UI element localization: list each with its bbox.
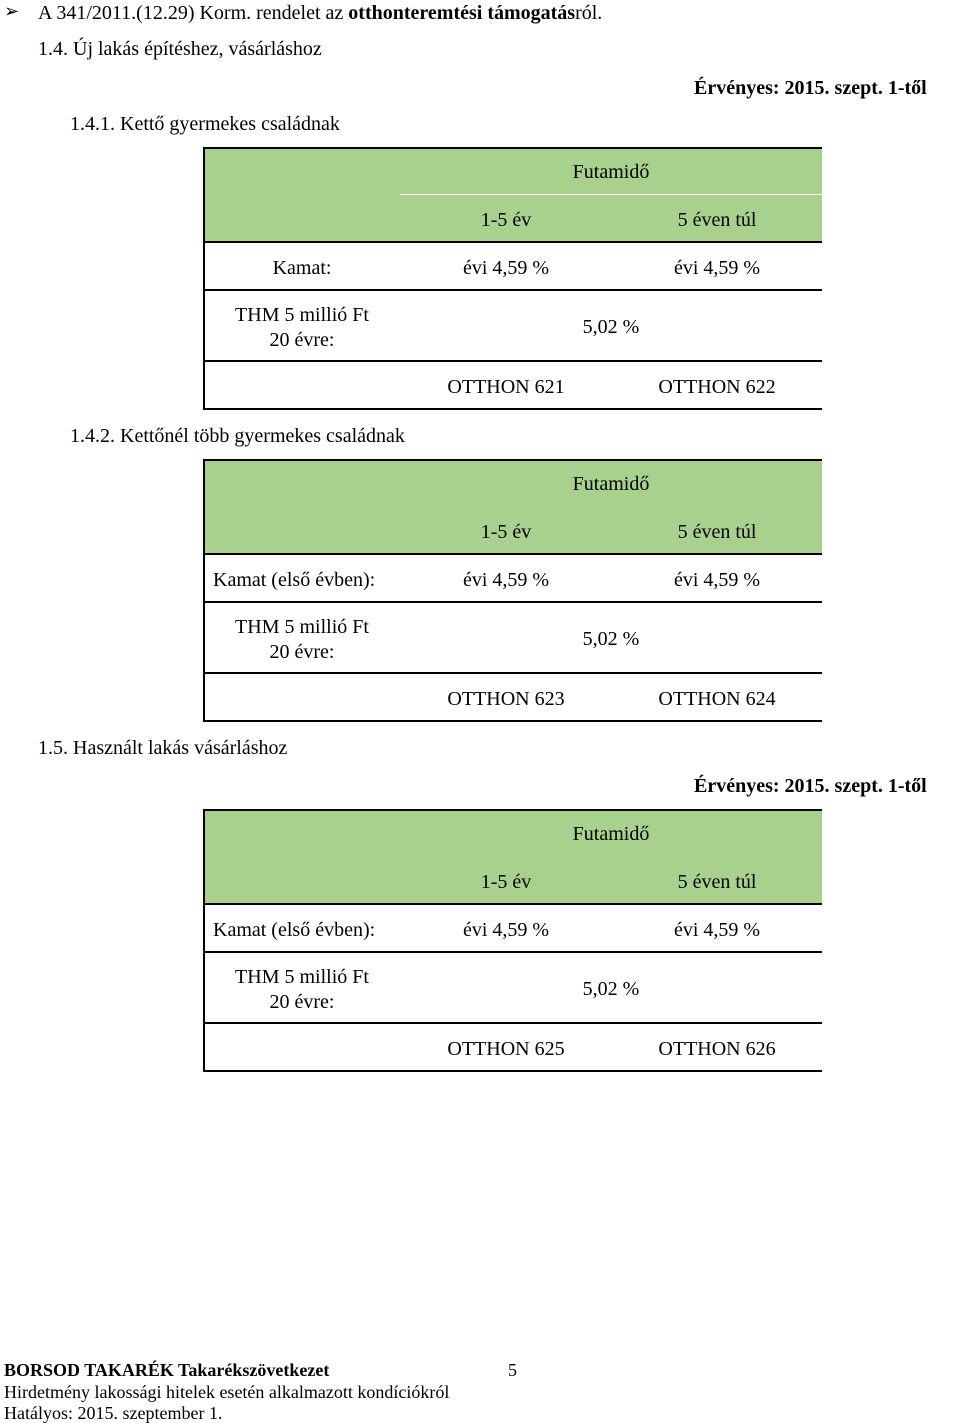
section-1-4-title: 1.4. Új lakás építéshez, vásárláshoz — [38, 38, 322, 60]
table-1-futamido: Futamidő — [572, 161, 650, 183]
regulation-bold: otthonteremtési támogatás — [348, 2, 576, 24]
regulation-line: A 341/2011.(12.29) Korm. rendelet az ott… — [38, 3, 602, 23]
rule — [204, 720, 822, 722]
footer-page-number: 5 — [508, 1360, 517, 1380]
rule — [204, 903, 822, 905]
table-3-col1: 1-5 év — [480, 871, 532, 893]
table-3-header-fill — [204, 810, 822, 903]
table-1-thm-value: 5,02 % — [582, 316, 640, 338]
rule — [203, 459, 205, 722]
table-2-thm-value: 5,02 % — [582, 628, 640, 650]
table-3-thm-label-2: 20 évre: — [269, 991, 335, 1013]
table-2-col2: 5 éven túl — [677, 521, 757, 543]
table-1-code2: OTTHON 622 — [658, 376, 776, 398]
table-3-kamat-col1: évi 4,59 % — [462, 919, 550, 941]
table-3-kamat-label: Kamat (első évben): — [213, 919, 376, 941]
table-1-col1: 1-5 év — [480, 209, 532, 231]
table-3-futamido: Futamidő — [572, 823, 650, 845]
rule — [204, 809, 822, 811]
section-1-4-2-title: 1.4.2. Kettőnél több gyermekes családnak — [70, 425, 405, 447]
table-2-code2: OTTHON 624 — [658, 688, 776, 710]
table-2-header-fill — [204, 460, 822, 553]
table-1-thm-label-1: THM 5 millió Ft — [235, 304, 369, 326]
rule — [204, 951, 822, 953]
table-2-kamat-label: Kamat (első évben): — [213, 569, 376, 591]
section-1-4-1-title: 1.4.1. Kettő gyermekes családnak — [70, 113, 340, 135]
rule — [204, 553, 822, 555]
rule — [204, 241, 822, 243]
table-1-col2: 5 éven túl — [677, 209, 757, 231]
regulation-plain: A 341/2011.(12.29) Korm. rendelet az — [38, 2, 344, 24]
rule — [204, 360, 822, 362]
table-2-kamat-col1: évi 4,59 % — [462, 569, 550, 591]
rule — [400, 194, 822, 195]
footer-bank-name: BORSOD TAKARÉK Takarékszövetkezet — [4, 1360, 330, 1380]
section-1-5-title: 1.5. Használt lakás vásárláshoz — [38, 737, 288, 759]
rule — [204, 408, 822, 410]
rule — [204, 147, 822, 149]
valid-from-label: Érvényes: 2015. szept. 1-től — [694, 77, 927, 99]
table-3-code2: OTTHON 626 — [658, 1038, 776, 1060]
table-3-code1: OTTHON 625 — [447, 1038, 565, 1060]
table-1-code1: OTTHON 621 — [447, 376, 565, 398]
rule — [204, 1070, 822, 1072]
footer-effective-date: Hatályos: 2015. szeptember 1. — [4, 1403, 223, 1423]
rule — [204, 459, 822, 461]
table-2-col1: 1-5 év — [480, 521, 532, 543]
table-2-thm-label-2: 20 évre: — [269, 641, 335, 663]
rule — [203, 809, 205, 1072]
table-3-thm-value: 5,02 % — [582, 978, 640, 1000]
rule — [204, 1022, 822, 1024]
valid-from-label-2: Érvényes: 2015. szept. 1-től — [694, 775, 927, 797]
table-1-kamat-col2: évi 4,59 % — [673, 257, 761, 279]
table-2-thm-label-1: THM 5 millió Ft — [235, 616, 369, 638]
rule — [204, 601, 822, 603]
table-1-kamat-col1: évi 4,59 % — [462, 257, 550, 279]
table-1-thm-label-2: 20 évre: — [269, 329, 335, 351]
table-2-kamat-col2: évi 4,59 % — [673, 569, 761, 591]
rule — [203, 147, 205, 410]
regulation-suffix: ról. — [575, 2, 603, 24]
table-3-col2: 5 éven túl — [677, 871, 757, 893]
table-2-futamido: Futamidő — [572, 473, 650, 495]
rule — [204, 289, 822, 291]
table-1-kamat-label: Kamat: — [272, 257, 332, 279]
table-3-kamat-col2: évi 4,59 % — [673, 919, 761, 941]
table-2-code1: OTTHON 623 — [447, 688, 565, 710]
table-3-thm-label-1: THM 5 millió Ft — [235, 966, 369, 988]
footer-notice: Hirdetmény lakossági hitelek esetén alka… — [4, 1382, 450, 1402]
rule — [204, 672, 822, 674]
arrowhead-bullet-icon: ➢ — [4, 1, 20, 22]
